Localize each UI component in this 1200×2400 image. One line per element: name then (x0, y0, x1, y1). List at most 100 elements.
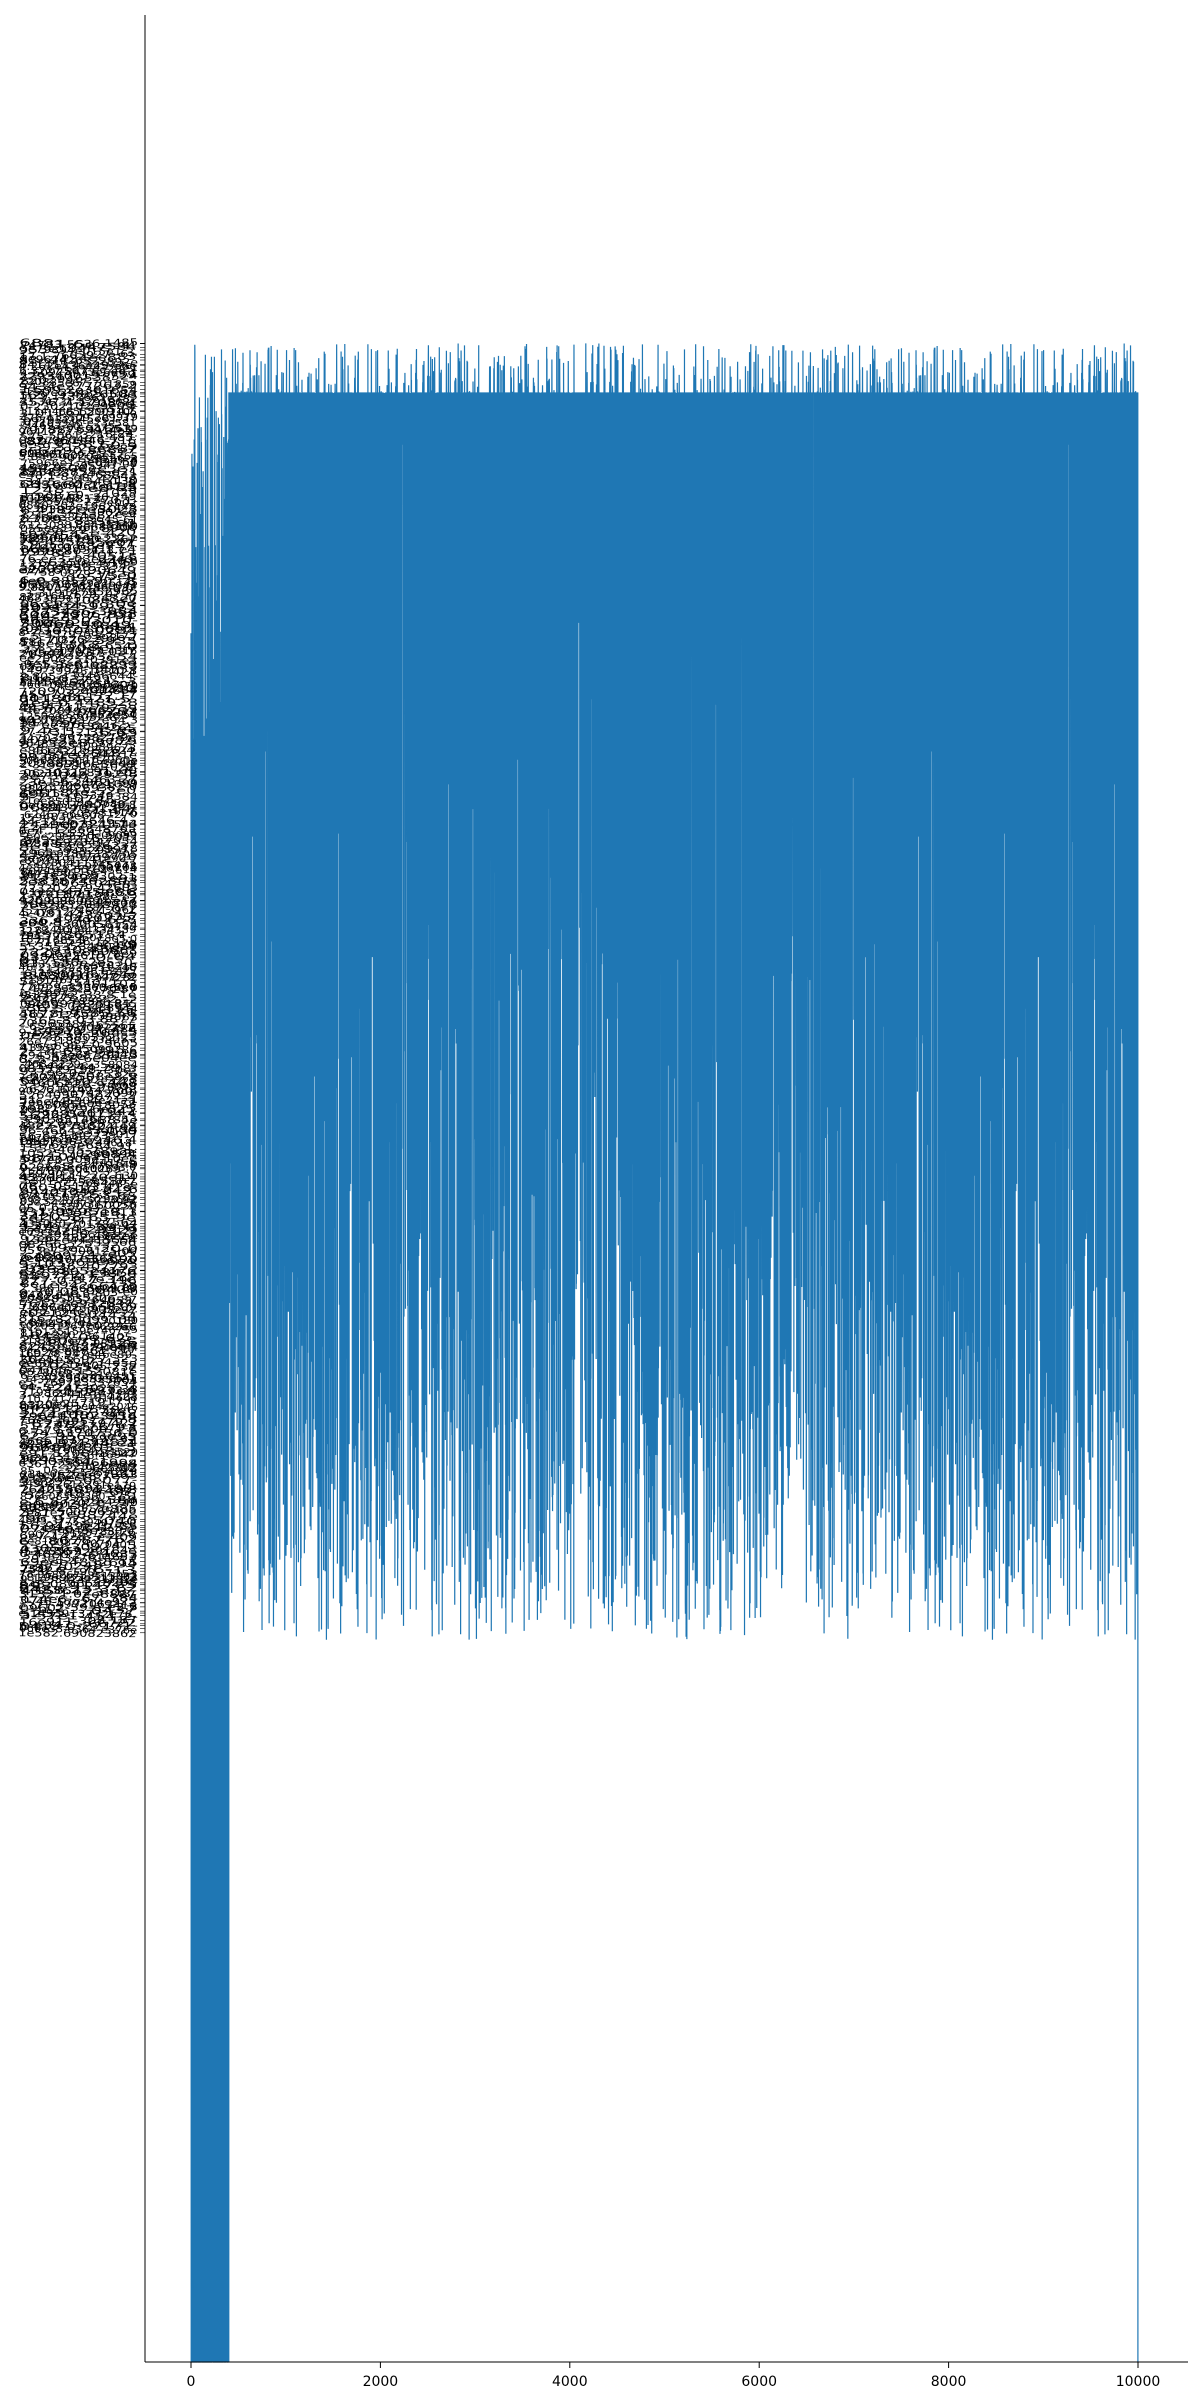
y-tick-label: 74783-5536.1485 (20, 338, 138, 353)
y-tick-label: 05.0.63509.60058 (18, 1200, 136, 1216)
y-tick-label: 4247612246812962 (18, 905, 136, 920)
y-tick-label: 67.38eee526227 (19, 838, 137, 854)
y-tick-label: 56-9429e.3--35 (20, 1521, 138, 1533)
y-tick-label: 44-624-666767 (18, 704, 136, 718)
y-tick-label: 60532.e1.7e885 (19, 1502, 137, 1515)
y-tick-label: 718146721.9-7282 (20, 972, 138, 987)
y-tick-label: e.1493913732e76. (18, 1608, 136, 1620)
y-tick-label: .94692-e0-e272619 (20, 420, 138, 435)
y-tick-label: ee34711.-79739 (19, 701, 137, 715)
y-tick-label: 416ee-84.8.654. (18, 638, 136, 653)
y-tick-label: 96-4664333-0-39 (19, 1126, 137, 1137)
y-tick-label: 37e526-407793 (20, 1262, 138, 1273)
y-tick-label: 055ee3156680300 (20, 522, 138, 536)
y-tick-label: 103e25..66e82. (20, 735, 138, 747)
y-tick-label: 0661706849226145 (20, 578, 138, 592)
y-tick-label: 7.619e.5-20-0 (20, 1243, 138, 1255)
y-tick-label: .-8437-0e-62e (18, 1331, 136, 1346)
y-tick-label: 91376e.15.7e63 (20, 1470, 138, 1486)
y-tick-label: e851234.2644-1e (19, 746, 137, 762)
y-tick-label: 6-48e0.2-6.e.9.3 (19, 1549, 137, 1563)
x-tick-label: 6000 (741, 2374, 777, 2390)
y-tick-label: 3062632048923 (20, 900, 138, 911)
y-tick-label: 5e391.e9769726 (18, 852, 136, 864)
y-tick-label: 50209136770692e6 (18, 1321, 136, 1333)
y-tick-label: -8070191.441e90-7 (20, 854, 138, 867)
y-tick-label: 3e73040-292-8 (20, 769, 138, 783)
y-tick-label: 2-9-4e91801332705 (19, 849, 137, 861)
y-tick-label: 118349339.139742 (19, 922, 137, 937)
y-tick-label: 694542e687291..3 (20, 1050, 138, 1062)
y-tick-label: 723202e79.42603 (20, 883, 138, 895)
y-tick-label: 6.4182ee3023 (20, 504, 138, 516)
y-tick-label: .0415623.06e0- (20, 624, 139, 636)
y-tick-label: .23e.974-48824 (20, 1437, 138, 1450)
y-tick-label: 575.50613218-24. (20, 429, 138, 444)
y-tick-label: 1594830e608--270 (19, 809, 137, 824)
y-tick-label: -150e25435.1.83 (19, 387, 137, 401)
y-tick-label: 112e2407361405- (19, 1329, 138, 1344)
y-tick-label: 80-e94-1.30e (19, 599, 137, 615)
y-tick-label: 537234036e451-69 (20, 557, 138, 573)
y-tick-label: 76e536957779.9 (18, 1415, 136, 1428)
x-tick-label: 10000 (1116, 2374, 1161, 2390)
y-tick-label: 51727e8222.-2 (20, 992, 138, 1007)
y-tick-label: 585.71269239863 (20, 1009, 138, 1024)
y-tick-label: 1250ee3267967e-50 (19, 710, 137, 723)
y-tick-label: 3576.7-170854 (18, 397, 136, 409)
y-tick-label: 9-175219.-60e-e9 (18, 1026, 136, 1039)
y-tick-label: 2.3961.-668e09.80 (19, 1283, 137, 1294)
y-tick-label: 5-e347---66722 (18, 1618, 136, 1633)
y-tick-label: 377103946-e23e581 (18, 418, 136, 429)
y-tick-label: 29671.1.0-3916 (19, 1411, 137, 1422)
y-tick-label: 538187462303 (19, 877, 137, 888)
y-tick-label: 427111-.20e14 (19, 1173, 137, 1184)
y-tick-label: 09602-59-e-e2.3 (20, 1602, 138, 1615)
y-tick-label: 3-7-.-10745.2- (19, 792, 138, 807)
y-tick-label: -.50427508e8.9 (19, 1072, 137, 1083)
y-tick-label: 07e4e-2425-- (19, 1523, 138, 1536)
y-tick-label: 764018614-18.8 (19, 1485, 137, 1497)
y-tick-label: 73580656ee-e-71 (19, 1097, 137, 1113)
y-tick-label: 9057210160-.76099 (18, 1082, 136, 1098)
y-tick-label: 074e6...67..384 (20, 1593, 138, 1606)
y-tick-label: 59773-009e-10ee (19, 1154, 137, 1167)
y-tick-label: 678105070-5298.92 (18, 1191, 136, 1207)
y-tick-label: -635-07-9-ee332-e (20, 533, 138, 545)
y-tick-label: e2-7073-5935 (19, 634, 137, 647)
y-tick-label: 944213253-65 (19, 1187, 137, 1203)
y-tick-label: 10525-7028e894 (18, 1148, 136, 1160)
y-tick-label: 09e59-.035488944 (20, 999, 138, 1015)
y-tick-label: 37009758.-334-. (19, 561, 137, 577)
y-tick-label: 46-2135236051--46 (18, 963, 136, 974)
y-tick-label: -1928-8e861.717 (19, 1345, 137, 1360)
x-ticks: 0 2000 4000 6000 8000 10000 (187, 2362, 1161, 2390)
y-tick-label: 336.49410275. (19, 912, 137, 928)
y-tick-label: 3-2968541134.4 (18, 1109, 136, 1122)
y-tick-label: 9840-34269382-0 (19, 782, 137, 796)
y-tick-label: -4-5245693e8 (19, 1382, 137, 1398)
y-tick-label: 9.8803520486-037 (18, 583, 136, 595)
y-tick-label: 876608354300-3751 (20, 1492, 138, 1504)
y-tick-label: 48e3-6-e150.449 (18, 1121, 136, 1132)
y-tick-label: -5.1-3e8-08833 (20, 661, 138, 673)
y-tick-label: 017.44--0-64 (18, 952, 136, 968)
y-tick-label: ee81608-7407040.1 (20, 1536, 138, 1552)
y-tick-label: 0e824.335306-87 (19, 1291, 137, 1306)
y-tick-label: 2542-8.190-.7353 (20, 1565, 138, 1581)
y-tick-label: 69eee4832615 (20, 1557, 138, 1569)
y-tick-label: 720903.e01812 (18, 684, 136, 698)
y-tick-label: -7758-0979.375-51 (20, 567, 138, 583)
y-tick-label: e.6.87299-588 (19, 1495, 137, 1509)
y-tick-label: 426.8-96.9349206 (18, 895, 136, 910)
y-tick-label: 5e79894e015e1-3. (20, 344, 138, 359)
y-tick-label: -333e7e.-33.8.1e (18, 990, 136, 1001)
y-tick-label: 7.696416-8.58.09 (19, 1302, 137, 1314)
y-tick-label: -88e-6978447954 (20, 836, 138, 850)
y-tick-label: 4.2e470073-41543 (19, 819, 137, 833)
y-tick-label: 229340019-.759 (18, 370, 136, 383)
y-tick-label: 9-1e35424123332e (20, 1575, 138, 1586)
y-tick-label: 7e6e046904e21--1 (20, 1095, 138, 1109)
y-tick-label: 55355353480850 (19, 942, 137, 954)
y-tick-label: 54908261e391e179 (18, 1478, 136, 1492)
